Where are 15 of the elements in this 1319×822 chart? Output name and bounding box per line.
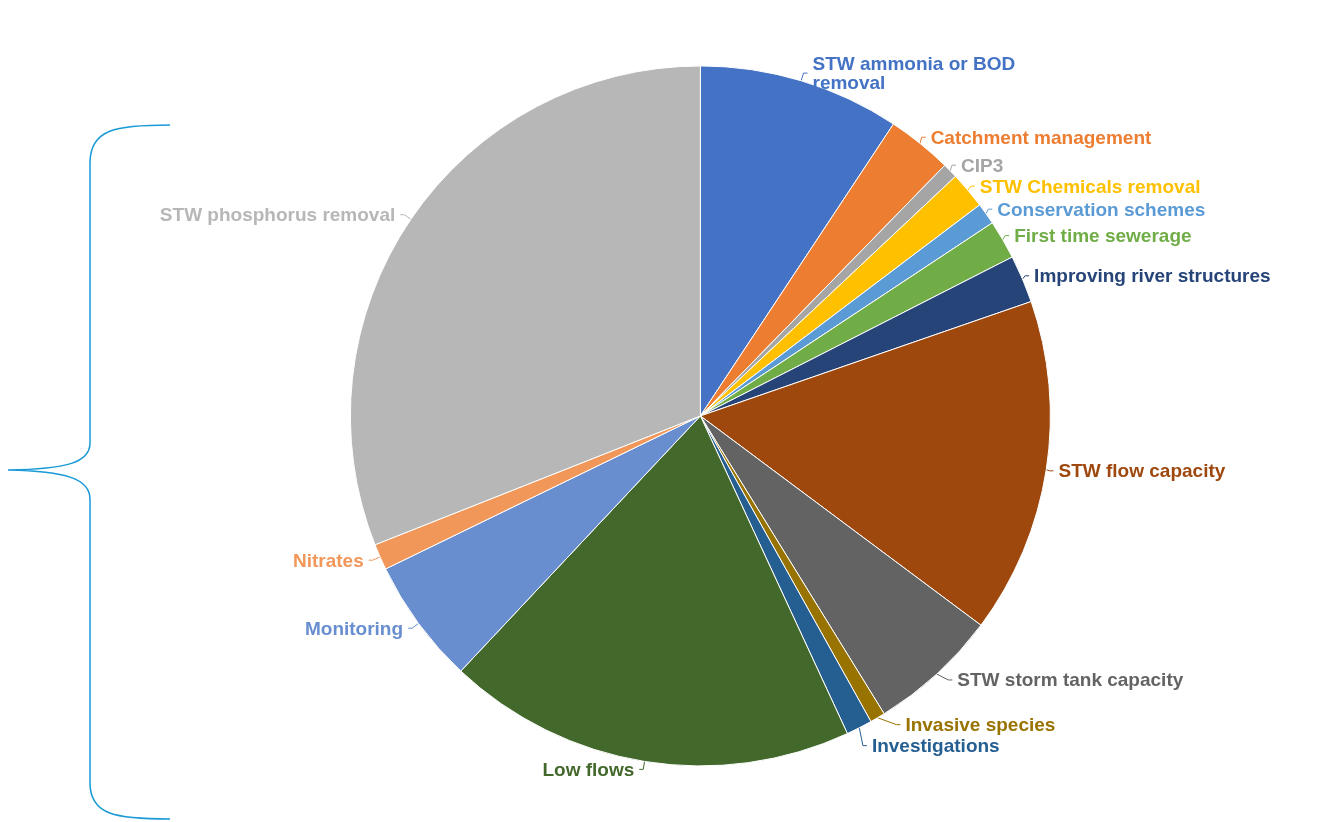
slice-label: Investigations	[871, 735, 1000, 757]
slice-label: Invasive species	[905, 714, 1056, 736]
slice-label: Monitoring	[304, 617, 404, 639]
slice-label: STW ammonia or BOD removal	[812, 53, 1021, 94]
slice-label: Low flows	[542, 758, 635, 780]
slice-label: STW storm tank capacity	[957, 669, 1184, 691]
slice-label: STW Chemicals removal	[979, 175, 1201, 197]
slice-label: STW phosphorus removal	[159, 204, 396, 226]
slice-label: STW flow capacity	[1058, 460, 1226, 482]
slice-label: CIP3	[961, 154, 1004, 176]
slice-label: Nitrates	[292, 549, 364, 571]
slice-label: Improving river structures	[1034, 265, 1271, 287]
slice-label: Conservation schemes	[997, 198, 1206, 220]
slice-label: First time sewerage	[1014, 225, 1192, 247]
slice-label: Catchment management	[930, 126, 1152, 148]
